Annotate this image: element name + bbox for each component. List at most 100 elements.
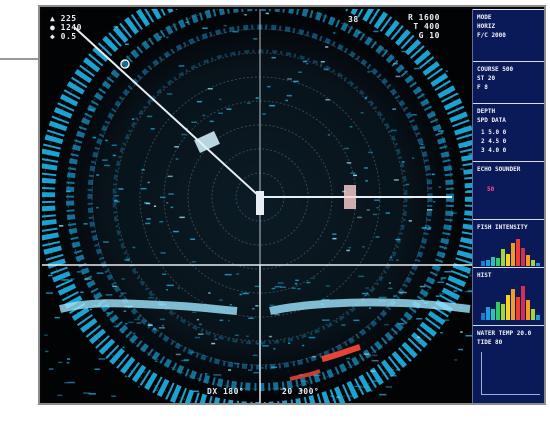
section-echo: [419, 285, 426, 288]
echo-dot: [102, 159, 108, 161]
section-echo: [158, 327, 165, 329]
section-echo: [441, 319, 450, 321]
echo-dot: [389, 256, 393, 259]
gain-readout: G 10: [418, 31, 440, 40]
section-echo: [84, 278, 92, 280]
section-echo: [312, 374, 321, 377]
section-echo: [128, 321, 134, 324]
panel-line: ST 20: [477, 75, 496, 82]
section-echo: [295, 279, 299, 282]
echo-dot: [253, 38, 258, 40]
section-echo: [274, 313, 280, 316]
echo-dot: [395, 238, 401, 241]
section-echo: [268, 335, 273, 338]
echo-dot: [431, 173, 435, 176]
echo-section[interactable]: ECHO SOUNDER 50: [473, 161, 544, 219]
histogram-bar: [536, 315, 540, 320]
histogram-bar: [501, 249, 505, 266]
echo-dot: [226, 108, 232, 110]
histogram-section[interactable]: HIST: [473, 267, 544, 325]
histogram-bar: [511, 289, 515, 320]
panel-line: TIDE 80: [477, 339, 503, 346]
echo-dot: [401, 50, 406, 53]
panel-line: 1 5.0 0: [481, 129, 507, 136]
sonar-plot[interactable]: [42, 9, 472, 403]
section-echo: [398, 323, 405, 325]
panel-line: WATER TEMP 20.0: [477, 330, 532, 337]
section-echo: [388, 282, 391, 284]
section-echo: [242, 292, 249, 295]
section-echo: [273, 348, 276, 350]
echo-dot: [223, 24, 227, 27]
section-echo: [371, 359, 379, 362]
echo-dot: [92, 136, 97, 139]
section-echo: [190, 351, 195, 354]
echo-dot: [348, 246, 352, 249]
echo-dot: [408, 220, 412, 222]
section-echo: [94, 368, 100, 370]
echo-dot: [420, 143, 424, 145]
fish-school-2[interactable]: [344, 185, 356, 209]
echo-dot: [113, 26, 119, 28]
section-echo: [280, 286, 286, 288]
echo-dot: [460, 168, 465, 170]
fish-intensity-section[interactable]: FISH INTENSITY: [473, 219, 544, 267]
section-echo: [390, 368, 395, 371]
echo-dot: [325, 46, 329, 48]
section-echo: [444, 271, 452, 273]
callout-leader-line: [0, 58, 40, 60]
section-echo: [346, 357, 351, 360]
section-echo: [435, 295, 440, 297]
section-echo: [312, 277, 315, 279]
section-echo: [248, 317, 254, 319]
echo-dot: [141, 187, 147, 190]
histogram-bar: [526, 300, 530, 320]
section-echo: [269, 304, 275, 307]
echo-dot: [467, 190, 472, 192]
mode-section[interactable]: MODE HORIZ F/C 2000: [473, 9, 544, 61]
echo-dot: [104, 164, 110, 167]
echo-dot: [391, 129, 397, 132]
echo-dot: [365, 180, 368, 182]
section-echo: [155, 360, 158, 363]
echo-dot: [393, 63, 398, 65]
echo-dot: [262, 113, 266, 115]
echo-dot: [114, 200, 120, 203]
fish-school-1[interactable]: [194, 131, 220, 153]
echo-dot: [427, 228, 431, 230]
section-echo: [147, 324, 153, 326]
section-echo: [234, 334, 239, 336]
section-echo: [236, 273, 240, 275]
echo-dot: [302, 60, 308, 63]
section-echo: [83, 392, 91, 394]
section-echo: [66, 362, 70, 364]
echo-dot: [419, 147, 426, 149]
histogram-bar: [506, 295, 510, 320]
echo-dot: [364, 97, 367, 99]
echo-dot: [287, 78, 292, 80]
section-echo: [224, 273, 232, 276]
depth-section[interactable]: DEPTH SPD DATA 1 5.0 0 2 4.5 0 3 4.0 0: [473, 103, 544, 161]
section-echo: [88, 393, 96, 395]
echo-dot: [111, 144, 117, 146]
echo-dot: [146, 218, 151, 220]
section-echo: [120, 292, 127, 294]
panel-line: HIST: [477, 272, 492, 279]
readout-line-2: ● 1240: [50, 23, 82, 32]
target-bearing-line[interactable]: [73, 26, 261, 198]
vertical-section: [42, 264, 472, 403]
echo-dot: [118, 188, 124, 190]
histogram-bar: [481, 261, 485, 266]
water-temp-section[interactable]: WATER TEMP 20.0 TIDE 80: [473, 325, 544, 403]
top-right-readout: R 1600 T 400 G 10: [408, 13, 440, 40]
section-echo: [46, 292, 53, 294]
section-echo: [416, 336, 421, 339]
echo-dot: [385, 212, 390, 214]
target-marker[interactable]: [120, 59, 130, 69]
course-section[interactable]: COURSE 500 ST 20 F 8: [473, 61, 544, 103]
section-echo: [353, 319, 360, 322]
echo-dot: [125, 43, 129, 45]
echo-dot: [269, 104, 276, 107]
section-echo: [154, 389, 158, 391]
section-echo: [312, 356, 317, 358]
